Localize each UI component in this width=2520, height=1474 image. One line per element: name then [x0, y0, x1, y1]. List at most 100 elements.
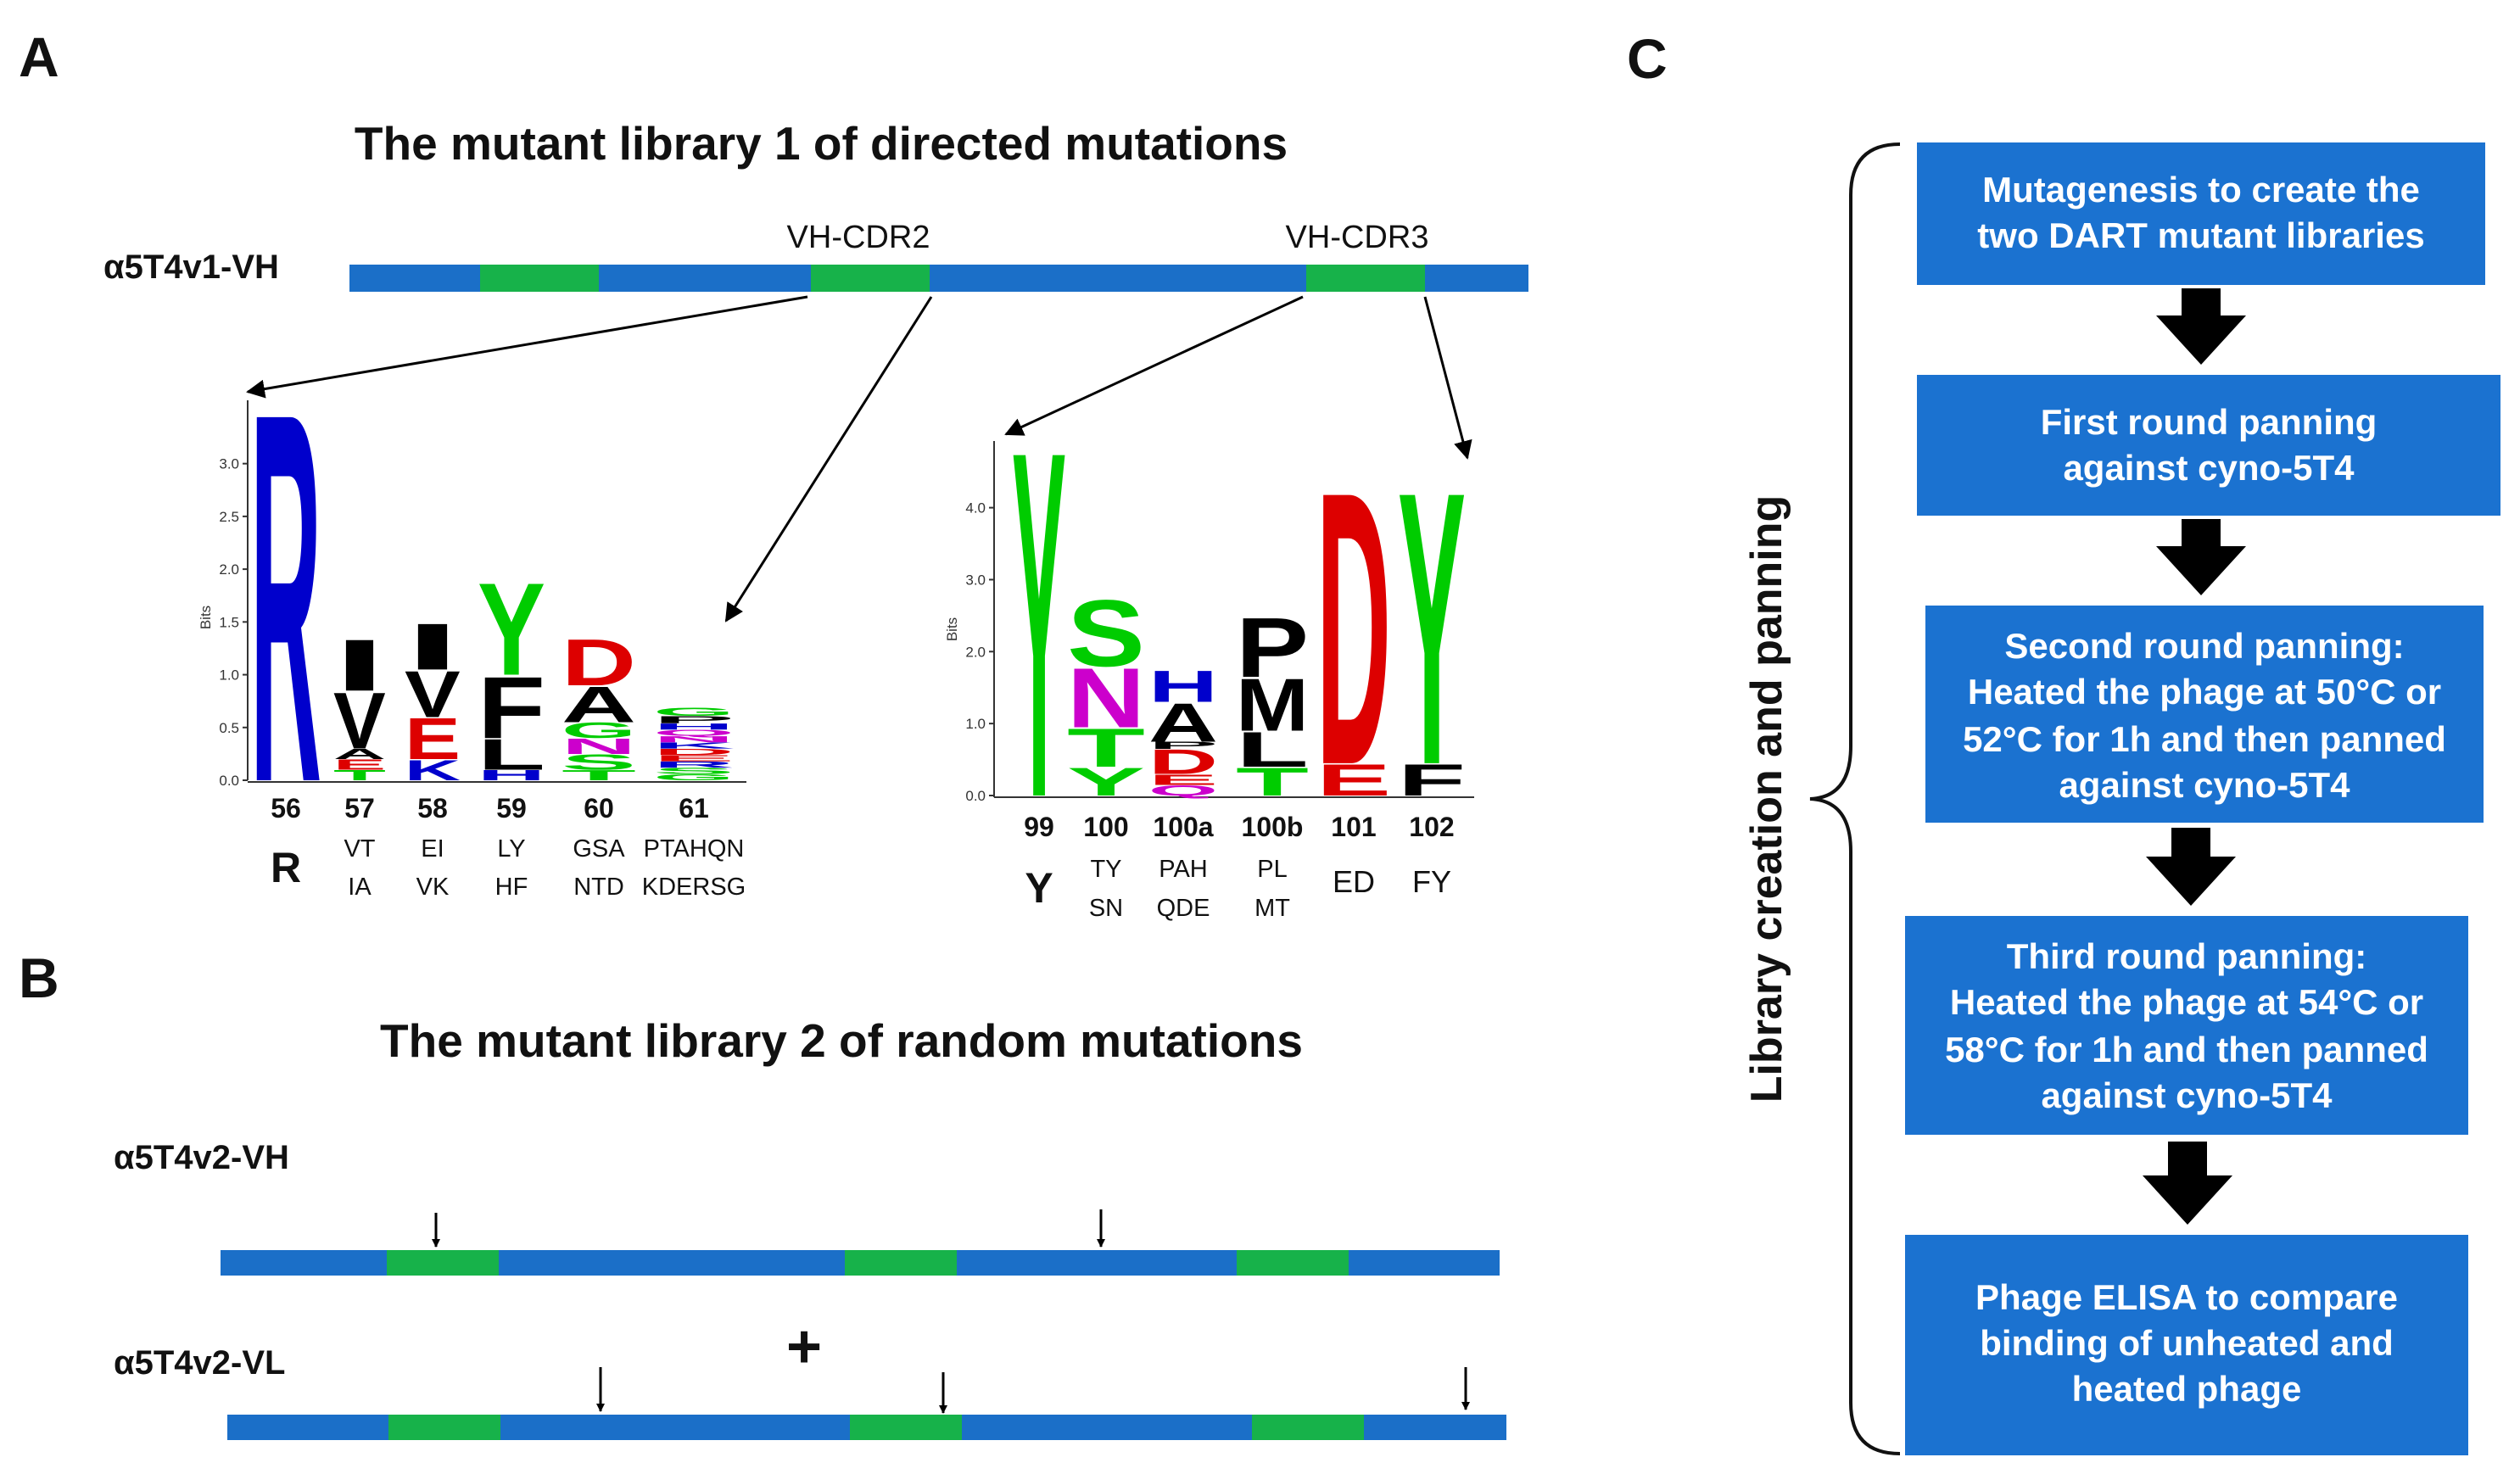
down-arrow-icon [2146, 828, 2236, 906]
logo-letter: G [653, 773, 735, 783]
arrow [246, 295, 808, 399]
a-cdr2-label: VH-CDR2 [787, 220, 930, 255]
logo-letter: E [333, 757, 386, 773]
variant-line: PAH [1159, 856, 1207, 883]
consensus-residue: Y [1025, 864, 1053, 912]
down-arrow-icon [2156, 288, 2246, 365]
position-label: 99 [1024, 812, 1054, 842]
logo-letter: Q [1148, 782, 1218, 799]
logo-letter: T [562, 767, 636, 783]
position-label: 58 [417, 793, 448, 824]
logo-letter: A [1148, 691, 1218, 753]
panel-a-letter: A [19, 25, 59, 88]
step-text: against cyno-5T4 [2041, 1075, 2333, 1115]
logo-y-label: Bits [198, 606, 214, 629]
arrow [1004, 295, 1304, 436]
cdr3-segment [1237, 1250, 1349, 1276]
position-label: 100a [1153, 812, 1213, 842]
logo-letter: R [653, 760, 735, 770]
logo-letter: Q [653, 728, 735, 738]
b-mutation-arrows [432, 1209, 1470, 1414]
cdr1-segment [387, 1250, 499, 1276]
logo-letter: Y [1067, 759, 1145, 804]
y-tick-label: 0.5 [219, 720, 239, 736]
logo-letter: F [1398, 756, 1466, 806]
cdr2-position-labels: 56 57 58 59 60 61 R VT IA EI VK LY HF GS… [271, 793, 746, 901]
logo-letter: D [653, 747, 735, 757]
step-text: 52°C for 1h and then panned [1963, 719, 2446, 759]
logo-letter: S [562, 750, 636, 774]
step-text: Third round panning: [2007, 936, 2367, 976]
cdr2-segment [850, 1415, 962, 1440]
arrow [724, 296, 933, 623]
cdr3-segment [1252, 1415, 1364, 1440]
step-text: Heated the phage at 50°C or [1968, 672, 2441, 712]
y-tick-label: 4.0 [965, 500, 986, 516]
step-box [1925, 606, 2484, 823]
panel-a-title: The mutant library 1 of directed mutatio… [355, 117, 1288, 170]
logo-letter: H [1148, 662, 1218, 712]
cdr1-segment [480, 265, 599, 292]
plus-sign: + [786, 1313, 822, 1381]
logo-letter: K [653, 740, 735, 751]
variant-line: FY [1412, 864, 1451, 899]
variant-line: LY [497, 835, 525, 863]
flow-arrows [2143, 288, 2246, 1225]
b-vl-sequence-bar [227, 1415, 1506, 1440]
variant-line: MT [1254, 895, 1290, 922]
cdr3-segment [1306, 265, 1425, 292]
step-text: Second round panning: [2004, 626, 2404, 666]
a-zoom-arrows [246, 295, 1472, 623]
logo-letter: V [405, 657, 461, 731]
y-tick-label: 0.0 [965, 788, 986, 804]
logo-letter: V [333, 676, 386, 766]
step-text: binding of unheated and [1980, 1323, 2394, 1363]
variant-line: QDE [1157, 895, 1210, 922]
variant-line: VK [416, 874, 450, 901]
logo-letter: M [1236, 664, 1309, 747]
logo-y-ticks: 0.0 0.5 1.0 1.5 2.0 2.5 3.0 [219, 456, 248, 789]
variant-line: TY [1090, 856, 1121, 883]
step-box [1917, 375, 2500, 516]
step-text: against cyno-5T4 [2063, 448, 2355, 488]
logo-letter: N [1067, 650, 1145, 745]
y-tick-label: 3.0 [219, 456, 239, 472]
y-tick-label: 2.5 [219, 509, 239, 525]
position-label: 56 [271, 793, 301, 824]
panel-b-letter: B [19, 946, 59, 1009]
logo-letter: H [653, 722, 735, 732]
logo-letter: P [653, 714, 735, 726]
variant-line: VT [344, 835, 375, 863]
a-vh-sequence-bar [349, 265, 1528, 292]
cdr3-position-labels: 99 100 100a 100b 101 102 Y TY SN PAH QDE… [1024, 812, 1454, 922]
step-box [1917, 142, 2485, 285]
b-vh-label: α5T4v2-VH [114, 1139, 289, 1176]
logo-letter: N [653, 734, 735, 745]
logo-letter: Y [1398, 411, 1466, 846]
position-label: 100 [1083, 812, 1128, 842]
a-cdr3-label: VH-CDR3 [1286, 220, 1429, 255]
logo-letter: K [405, 753, 461, 786]
position-label: 101 [1331, 812, 1376, 842]
step-text: against cyno-5T4 [2059, 765, 2350, 805]
logo-letter: S [1067, 580, 1145, 687]
logo-letter: S [653, 766, 735, 776]
logo-letter: I [333, 624, 386, 706]
variant-line: HF [495, 874, 528, 901]
logo-letter: F [478, 659, 545, 757]
position-label: 60 [584, 793, 614, 824]
position-label: 57 [344, 793, 375, 824]
y-tick-label: 1.5 [219, 614, 239, 630]
y-tick-label: 1.0 [965, 716, 986, 732]
logo-letter: E [405, 707, 461, 773]
logo-letter: N [562, 734, 636, 758]
logo-letter: T [1236, 760, 1309, 805]
logo-letter: T [1067, 717, 1145, 779]
cdr1-segment [388, 1415, 500, 1440]
y-tick-label: 0.0 [219, 773, 239, 789]
logo-letter: P [1148, 740, 1218, 751]
